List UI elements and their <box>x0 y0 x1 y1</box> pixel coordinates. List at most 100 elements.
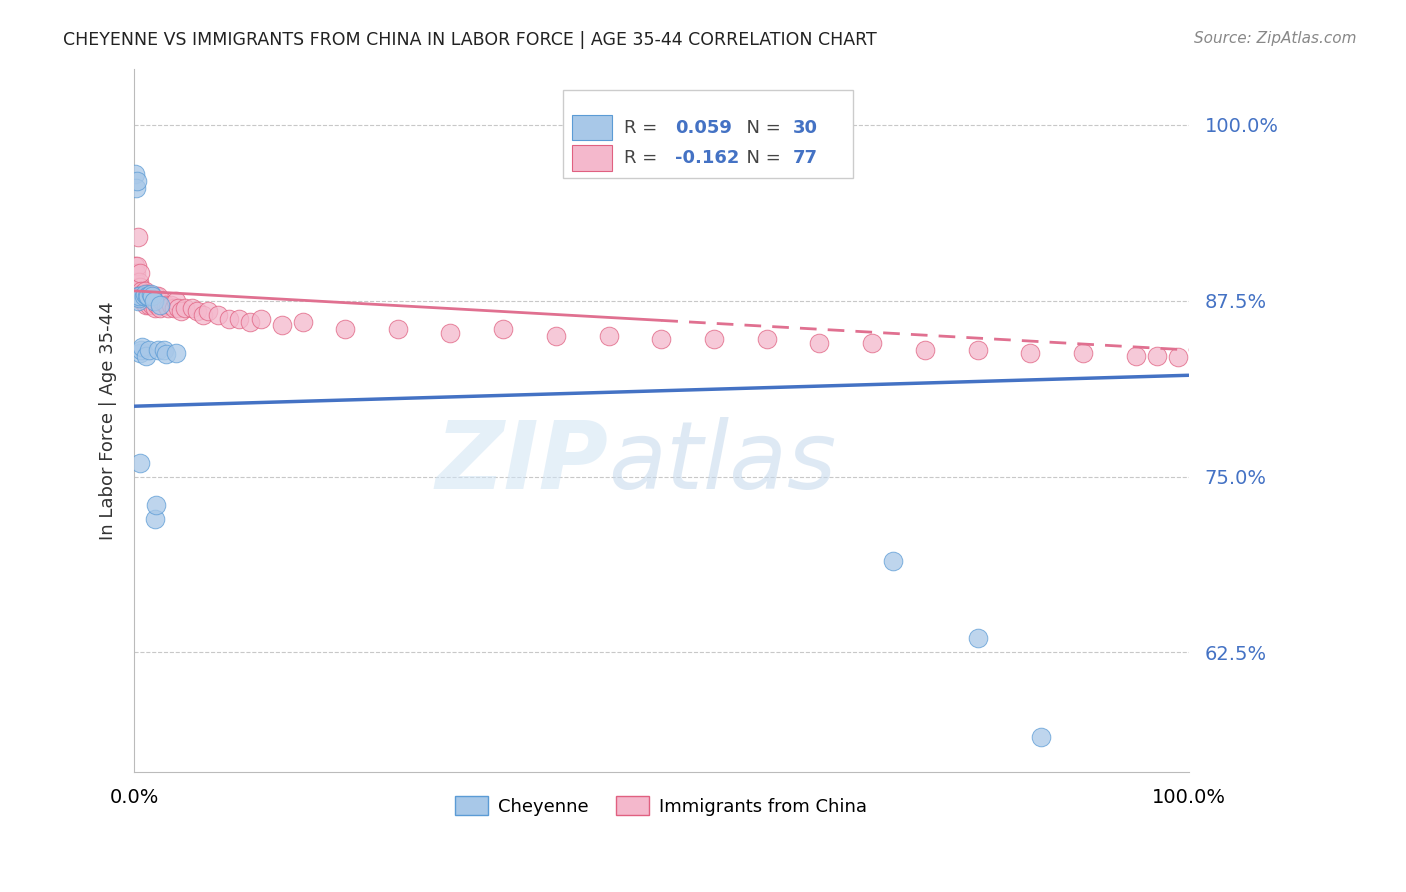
FancyBboxPatch shape <box>564 89 853 178</box>
Point <box>143 293 166 308</box>
Point <box>134 286 156 301</box>
Point <box>170 303 193 318</box>
Point <box>141 298 163 312</box>
Point <box>135 298 157 312</box>
Point <box>127 259 149 273</box>
Point <box>129 345 152 359</box>
Point <box>134 293 156 307</box>
Point <box>197 303 219 318</box>
Point <box>239 315 262 329</box>
Point <box>650 332 672 346</box>
Point <box>139 293 162 308</box>
FancyBboxPatch shape <box>572 145 612 170</box>
Point <box>132 286 155 301</box>
Point <box>882 554 904 568</box>
Point <box>124 259 146 273</box>
Point <box>139 289 162 303</box>
Point <box>143 512 166 526</box>
Point <box>703 332 725 346</box>
Point <box>191 308 214 322</box>
Point <box>1029 730 1052 744</box>
Point <box>181 301 204 315</box>
Point <box>131 340 153 354</box>
Point <box>127 289 149 303</box>
Point <box>149 301 172 315</box>
Point <box>139 286 162 301</box>
Point <box>127 293 149 308</box>
Text: CHEYENNE VS IMMIGRANTS FROM CHINA IN LABOR FORCE | AGE 35-44 CORRELATION CHART: CHEYENNE VS IMMIGRANTS FROM CHINA IN LAB… <box>63 31 877 49</box>
Point <box>1146 349 1168 363</box>
Point <box>131 286 153 301</box>
Point <box>136 289 159 303</box>
Point <box>128 289 150 303</box>
Point <box>129 286 152 301</box>
Point <box>139 293 162 307</box>
Point <box>135 289 157 303</box>
Point <box>129 266 152 280</box>
Point <box>132 289 155 303</box>
Point <box>173 301 195 315</box>
Text: Source: ZipAtlas.com: Source: ZipAtlas.com <box>1194 31 1357 46</box>
Point <box>165 293 187 308</box>
Point <box>914 343 936 357</box>
Point <box>131 289 153 303</box>
Point <box>163 301 186 315</box>
Point <box>125 181 148 195</box>
Point <box>149 298 172 312</box>
Point <box>146 298 169 312</box>
Point <box>1125 349 1147 363</box>
Point <box>135 349 157 363</box>
Point <box>138 289 160 303</box>
Point <box>966 632 988 646</box>
Point <box>145 289 167 303</box>
Point <box>145 498 167 512</box>
Point <box>492 322 515 336</box>
Point <box>156 301 179 315</box>
Point <box>128 289 150 303</box>
Point <box>128 291 150 305</box>
Text: N =: N = <box>735 119 786 136</box>
Point <box>155 347 177 361</box>
Legend: Cheyenne, Immigrants from China: Cheyenne, Immigrants from China <box>456 797 868 816</box>
Point <box>125 276 148 290</box>
Point <box>135 286 157 301</box>
Point <box>127 279 149 293</box>
Point <box>186 303 208 318</box>
Point <box>142 289 165 303</box>
Point <box>127 174 149 188</box>
Point <box>218 312 240 326</box>
Point <box>129 456 152 470</box>
Text: ZIP: ZIP <box>436 417 609 508</box>
Point <box>129 279 152 293</box>
Point <box>138 298 160 312</box>
Point <box>808 335 831 350</box>
Point <box>333 322 356 336</box>
Point <box>131 284 153 298</box>
Point <box>228 312 250 326</box>
Point <box>966 343 988 357</box>
Text: N =: N = <box>735 149 786 167</box>
Point <box>1019 345 1042 359</box>
Point <box>860 335 883 350</box>
Point <box>124 167 146 181</box>
Point <box>160 298 183 312</box>
Point <box>544 329 567 343</box>
Point <box>439 326 461 340</box>
Point <box>125 266 148 280</box>
Point <box>598 329 620 343</box>
Point <box>1071 345 1094 359</box>
Point <box>148 289 170 303</box>
Point <box>207 308 229 322</box>
Point <box>249 312 271 326</box>
Point <box>134 284 156 298</box>
Point <box>155 298 177 312</box>
Point <box>143 301 166 315</box>
Text: R =: R = <box>624 119 664 136</box>
Point <box>131 343 153 357</box>
Text: R =: R = <box>624 149 664 167</box>
Point <box>128 276 150 290</box>
Point <box>131 293 153 308</box>
Point <box>165 345 187 359</box>
Point <box>136 286 159 301</box>
Point <box>138 343 160 357</box>
